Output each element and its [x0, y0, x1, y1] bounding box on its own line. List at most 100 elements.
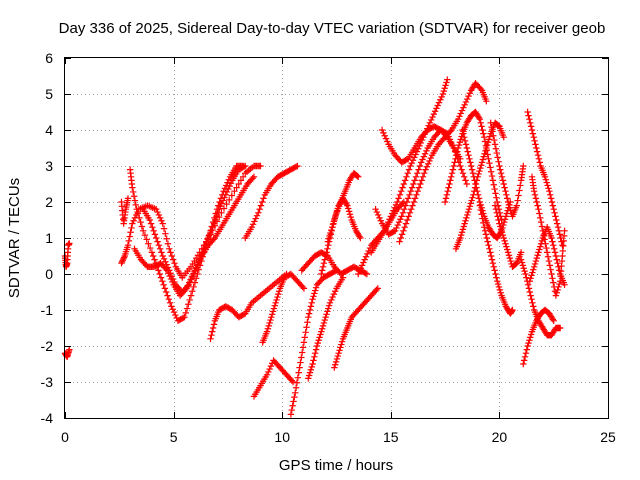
data-point	[226, 182, 233, 190]
data-point	[398, 213, 405, 220]
data-point	[222, 191, 229, 198]
data-point	[288, 377, 295, 384]
data-point	[557, 234, 564, 242]
data-point	[325, 235, 332, 242]
data-point	[462, 217, 469, 224]
data-point	[209, 224, 216, 231]
data-point	[457, 231, 465, 239]
data-point	[267, 316, 274, 324]
data-point	[519, 262, 527, 269]
data-point	[536, 210, 543, 217]
data-point	[426, 119, 434, 126]
data-point	[319, 322, 327, 330]
series-trace-12	[287, 267, 340, 418]
data-point	[457, 162, 464, 170]
data-point	[204, 235, 211, 242]
data-point	[311, 353, 318, 360]
data-point	[410, 198, 418, 206]
data-point	[156, 245, 164, 252]
data-point	[163, 261, 170, 268]
data-point	[138, 223, 146, 230]
data-point	[396, 238, 403, 245]
data-point	[482, 147, 489, 155]
series-trace-14	[305, 274, 347, 382]
data-point	[325, 302, 333, 309]
data-point	[141, 231, 149, 239]
data-point	[494, 278, 501, 285]
data-point	[186, 296, 193, 304]
data-point	[328, 224, 336, 231]
data-point	[183, 305, 191, 312]
data-point	[293, 379, 301, 386]
data-point	[182, 309, 189, 317]
data-point	[404, 170, 411, 177]
data-point	[208, 226, 215, 234]
data-point	[155, 242, 163, 249]
data-point	[394, 198, 401, 206]
data-point	[388, 210, 396, 217]
x-tick-label: 20	[492, 429, 508, 445]
data-point	[538, 237, 546, 245]
data-point	[235, 180, 242, 188]
data-point	[427, 154, 434, 162]
data-point	[187, 292, 195, 299]
data-point	[398, 188, 405, 195]
data-point	[518, 259, 526, 266]
data-point	[534, 152, 542, 159]
data-point	[328, 226, 335, 234]
data-point	[492, 145, 500, 152]
data-point	[205, 232, 212, 240]
data-point	[443, 191, 451, 198]
data-point	[251, 218, 258, 225]
data-point	[393, 224, 400, 232]
series-trace-3	[118, 195, 132, 227]
data-point	[496, 286, 504, 294]
data-point	[487, 119, 494, 126]
data-point	[490, 263, 497, 270]
data-point	[194, 261, 202, 268]
data-point	[335, 350, 342, 357]
data-point	[458, 107, 466, 114]
data-point	[290, 398, 297, 405]
data-point	[270, 305, 278, 312]
data-point	[303, 324, 310, 331]
series-trace-32	[528, 173, 568, 299]
data-point	[414, 188, 421, 195]
data-point	[168, 272, 176, 280]
data-point	[488, 256, 496, 263]
series-trace-33	[526, 224, 568, 288]
data-point	[159, 252, 166, 260]
data-point	[330, 218, 338, 225]
data-point	[329, 221, 337, 228]
data-point	[534, 202, 541, 209]
data-point	[502, 213, 510, 220]
data-point	[429, 113, 436, 121]
data-point	[456, 139, 464, 146]
data-point	[387, 213, 394, 220]
data-point	[160, 255, 168, 263]
data-point	[541, 173, 549, 180]
data-point	[457, 110, 464, 117]
data-point	[362, 253, 370, 260]
data-point	[227, 180, 235, 187]
data-point	[418, 159, 425, 166]
data-point	[316, 334, 323, 341]
data-point	[484, 139, 492, 146]
data-point	[324, 238, 332, 245]
data-point	[373, 286, 380, 294]
data-point	[464, 148, 471, 155]
data-point	[189, 288, 196, 295]
data-point	[191, 279, 199, 286]
data-point	[149, 252, 157, 260]
data-point	[527, 292, 534, 299]
data-point	[546, 262, 553, 269]
data-point	[423, 163, 431, 170]
data-point	[487, 249, 494, 256]
data-point	[124, 195, 132, 202]
y-tick-label: 5	[45, 86, 53, 102]
data-point	[555, 263, 562, 270]
data-point	[526, 116, 533, 123]
data-point	[209, 328, 216, 335]
data-point	[417, 180, 424, 188]
